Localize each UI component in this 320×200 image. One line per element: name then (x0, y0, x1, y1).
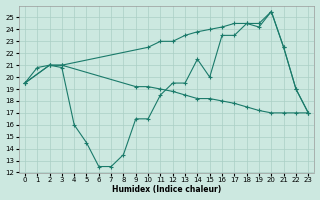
X-axis label: Humidex (Indice chaleur): Humidex (Indice chaleur) (112, 185, 221, 194)
